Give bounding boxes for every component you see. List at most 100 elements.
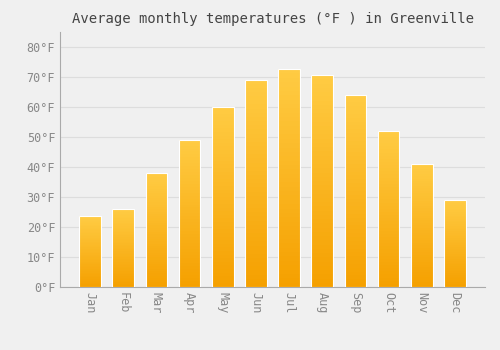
- Bar: [146, 257, 167, 260]
- Bar: [278, 209, 300, 213]
- Bar: [245, 191, 266, 196]
- Bar: [245, 142, 266, 146]
- Bar: [312, 139, 333, 143]
- Bar: [344, 145, 366, 148]
- Bar: [112, 217, 134, 218]
- Bar: [344, 168, 366, 172]
- Bar: [344, 268, 366, 272]
- Bar: [80, 235, 101, 236]
- Bar: [312, 249, 333, 253]
- Bar: [80, 274, 101, 276]
- Bar: [245, 217, 266, 220]
- Bar: [278, 174, 300, 178]
- Bar: [212, 280, 234, 284]
- Bar: [444, 235, 466, 237]
- Bar: [179, 146, 201, 148]
- Bar: [80, 245, 101, 246]
- Bar: [278, 104, 300, 108]
- Bar: [444, 240, 466, 241]
- Bar: [112, 240, 134, 241]
- Bar: [80, 259, 101, 260]
- Bar: [245, 196, 266, 200]
- Bar: [146, 253, 167, 255]
- Bar: [411, 164, 432, 287]
- Bar: [444, 205, 466, 207]
- Bar: [378, 140, 400, 143]
- Bar: [312, 168, 333, 173]
- Bar: [312, 245, 333, 249]
- Bar: [146, 282, 167, 285]
- Bar: [80, 247, 101, 249]
- Bar: [378, 199, 400, 203]
- Bar: [146, 198, 167, 200]
- Bar: [278, 200, 300, 204]
- Bar: [80, 216, 101, 287]
- Bar: [444, 257, 466, 259]
- Bar: [179, 234, 201, 237]
- Bar: [146, 251, 167, 253]
- Bar: [444, 264, 466, 266]
- Bar: [312, 100, 333, 105]
- Bar: [278, 230, 300, 235]
- Bar: [112, 214, 134, 215]
- Bar: [146, 271, 167, 273]
- Bar: [378, 281, 400, 284]
- Bar: [378, 153, 400, 156]
- Bar: [179, 181, 201, 184]
- Bar: [212, 135, 234, 139]
- Bar: [112, 268, 134, 270]
- Bar: [212, 161, 234, 164]
- Bar: [212, 233, 234, 237]
- Bar: [278, 169, 300, 174]
- Bar: [245, 262, 266, 266]
- Bar: [378, 243, 400, 246]
- Bar: [212, 146, 234, 150]
- Bar: [344, 106, 366, 110]
- Bar: [80, 270, 101, 272]
- Bar: [179, 240, 201, 243]
- Bar: [112, 239, 134, 240]
- Bar: [312, 126, 333, 130]
- Bar: [146, 193, 167, 196]
- Bar: [179, 272, 201, 275]
- Bar: [411, 228, 432, 230]
- Bar: [112, 245, 134, 246]
- Bar: [112, 274, 134, 276]
- Bar: [378, 278, 400, 281]
- Bar: [112, 259, 134, 260]
- Bar: [344, 148, 366, 152]
- Bar: [146, 273, 167, 275]
- Bar: [378, 231, 400, 234]
- Bar: [344, 241, 366, 245]
- Bar: [112, 209, 134, 287]
- Bar: [312, 181, 333, 185]
- Bar: [312, 160, 333, 164]
- Bar: [212, 204, 234, 208]
- Bar: [312, 96, 333, 100]
- Bar: [80, 280, 101, 281]
- Bar: [245, 233, 266, 237]
- Bar: [312, 257, 333, 261]
- Bar: [312, 177, 333, 181]
- Bar: [112, 262, 134, 264]
- Bar: [179, 152, 201, 154]
- Bar: [312, 88, 333, 92]
- Bar: [411, 240, 432, 243]
- Bar: [179, 154, 201, 158]
- Bar: [146, 237, 167, 239]
- Bar: [80, 233, 101, 235]
- Bar: [245, 167, 266, 171]
- Bar: [112, 282, 134, 284]
- Bar: [411, 265, 432, 267]
- Bar: [112, 264, 134, 265]
- Bar: [80, 284, 101, 286]
- Bar: [312, 92, 333, 96]
- Bar: [212, 128, 234, 132]
- Bar: [312, 75, 333, 79]
- Bar: [212, 265, 234, 269]
- Bar: [112, 234, 134, 236]
- Bar: [112, 256, 134, 257]
- Bar: [179, 222, 201, 225]
- Bar: [112, 221, 134, 223]
- Bar: [245, 241, 266, 245]
